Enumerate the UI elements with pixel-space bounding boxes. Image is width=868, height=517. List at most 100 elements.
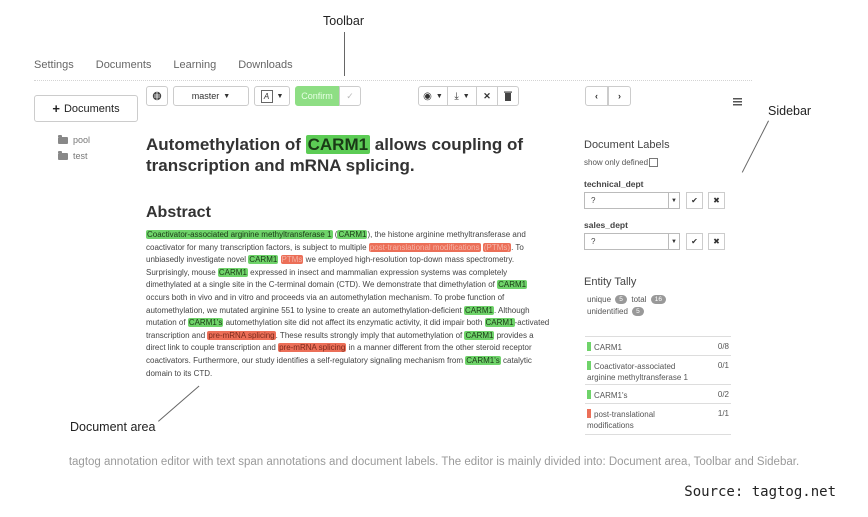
entity-annotation[interactable]: CARM1's: [187, 318, 224, 328]
folder-label: pool: [73, 135, 91, 145]
sidebar-callout: Sidebar: [768, 104, 812, 118]
sales-dept-confirm-button[interactable]: ✔: [686, 233, 703, 250]
sidebar-callout-line: [741, 120, 769, 173]
unidentified-badge: 5: [632, 307, 644, 317]
tally-count: 1/1: [717, 409, 729, 418]
unique-label: unique: [587, 295, 612, 304]
download-icon: ⤓: [454, 90, 459, 102]
next-document-button[interactable]: ›: [608, 86, 631, 106]
show-only-defined-label: show only defined: [584, 158, 649, 167]
title-text: allows coupling of transcription and mRN…: [146, 135, 524, 175]
sidebar-toggle-button[interactable]: [733, 93, 742, 111]
show-only-defined[interactable]: show only defined: [584, 158, 659, 167]
list-icon: [733, 98, 742, 106]
entity-annotation[interactable]: PTMs: [280, 255, 304, 265]
entity-annotation[interactable]: CARM1: [497, 280, 528, 290]
abstract-text-segment: catalytic domain to its CTD.: [146, 355, 532, 378]
tally-entity-name: Coactivator-associated arginine methyltr…: [587, 361, 699, 383]
caret-down-icon: ▼: [223, 92, 231, 100]
branch-select[interactable]: master ▼: [173, 86, 249, 106]
entity-annotation[interactable]: CARM1: [484, 318, 515, 328]
tally-stats-row: unique 5 total 16: [587, 295, 666, 305]
add-documents-button[interactable]: + Documents: [34, 95, 138, 122]
show-only-defined-checkbox[interactable]: [649, 158, 659, 167]
abstract-text-segment: . These results strongly imply that auto…: [275, 330, 465, 340]
nav-downloads[interactable]: Downloads: [238, 59, 293, 71]
tally-name-text: CARM1's: [594, 391, 628, 400]
tally-row[interactable]: CARM1 0/8: [585, 336, 731, 356]
total-label: total: [631, 295, 647, 304]
trash-icon: [504, 91, 512, 101]
tally-entity-name: CARM1's: [587, 390, 699, 401]
tally-entity-name: CARM1: [587, 342, 699, 353]
entity-color-swatch: [587, 390, 591, 399]
tally-row[interactable]: Coactivator-associated arginine methyltr…: [585, 355, 731, 385]
confirm-button[interactable]: Confirm: [295, 86, 339, 106]
download-button[interactable]: ⤓ ▼: [447, 86, 477, 106]
folder-item-test[interactable]: test: [58, 150, 88, 161]
label-name-technical-dept: technical_dept: [584, 179, 644, 189]
figure-caption: tagtog annotation editor with text span …: [68, 456, 800, 468]
close-icon: ✕: [483, 90, 491, 101]
entity-annotation[interactable]: CARM1: [248, 255, 279, 265]
folder-icon: [58, 150, 68, 160]
nav-settings[interactable]: Settings: [34, 59, 74, 71]
technical-dept-select[interactable]: ? ▼: [584, 192, 680, 209]
tally-row[interactable]: CARM1's 0/2: [585, 384, 731, 404]
top-nav: Settings Documents Learning Downloads: [34, 59, 293, 71]
chevron-right-icon: ›: [618, 91, 621, 101]
check-icon: ✔: [691, 237, 698, 246]
label-name-sales-dept: sales_dept: [584, 220, 628, 230]
document-area-callout: Document area: [70, 420, 156, 434]
technical-dept-confirm-button[interactable]: ✔: [686, 192, 703, 209]
chevron-down-icon: ▼: [668, 234, 679, 249]
annotation-mode-button[interactable]: A ▼: [254, 86, 290, 106]
delete-button[interactable]: [497, 86, 519, 106]
sales-dept-clear-button[interactable]: ✖: [708, 233, 725, 250]
abstract-text-segment: ), the histone arginine methyltransferas…: [146, 230, 526, 252]
caret-down-icon: ▼: [435, 92, 443, 100]
source-credit: Source: tagtog.net: [684, 484, 836, 500]
annotate-icon: A: [260, 89, 273, 103]
entity-annotation[interactable]: CARM1: [464, 330, 495, 340]
entity-annotation[interactable]: CARM1: [217, 267, 248, 277]
entity-annotation[interactable]: post-translational modifications: [368, 242, 481, 252]
sales-dept-value: ?: [591, 237, 596, 246]
view-options-button[interactable]: ◉ ▼: [418, 86, 448, 106]
abstract-text-segment: . To unbiasedly investigate novel: [146, 242, 524, 265]
entity-annotation[interactable]: CARM1: [337, 230, 368, 239]
close-button[interactable]: ✕: [476, 86, 498, 106]
abstract-text-segment: (: [332, 230, 338, 239]
chevron-left-icon: ‹: [595, 91, 598, 101]
entity-tally-list: CARM1 0/8 Coactivator-associated arginin…: [585, 336, 731, 436]
entity-annotation[interactable]: pre-mRNA splicing: [278, 343, 347, 353]
abstract-text-segment: expressed in insect and mammalian expres…: [146, 267, 508, 290]
entity-annotation[interactable]: CARM1's: [465, 355, 501, 365]
tally-name-text: Coactivator-associated arginine methyltr…: [587, 362, 688, 382]
confirm-check-button[interactable]: ✓: [339, 86, 361, 106]
tally-entity-name: post-translational modifications: [587, 409, 699, 431]
tally-row[interactable]: post-translational modifications 1/1: [585, 403, 731, 435]
check-icon: ✔: [691, 196, 698, 205]
title-entity[interactable]: CARM1: [305, 135, 371, 154]
entity-annotation[interactable]: pre-mRNA splicing: [207, 330, 276, 340]
globe-button[interactable]: [146, 86, 168, 106]
chevron-down-icon: ▼: [668, 193, 679, 208]
prev-document-button[interactable]: ‹: [585, 86, 608, 106]
technical-dept-value: ?: [591, 196, 596, 205]
toolbar-callout: Toolbar: [323, 14, 364, 28]
technical-dept-clear-button[interactable]: ✖: [708, 192, 725, 209]
entity-annotation[interactable]: CARM1: [463, 305, 494, 315]
tally-name-text: CARM1: [594, 343, 623, 352]
check-icon: ✓: [346, 90, 354, 101]
sales-dept-select[interactable]: ? ▼: [584, 233, 680, 250]
nav-learning[interactable]: Learning: [173, 59, 217, 71]
entity-annotation[interactable]: Coactivator-associated arginine methyltr…: [146, 230, 333, 239]
total-badge: 16: [650, 295, 666, 305]
abstract-text: Coactivator-associated arginine methyltr…: [146, 229, 551, 380]
nav-documents[interactable]: Documents: [95, 59, 152, 71]
entity-annotation[interactable]: (PTMs): [482, 242, 512, 252]
entity-tally-heading: Entity Tally: [584, 276, 637, 288]
abstract-text-segment: occurs both in vivo and in vitro and pro…: [146, 292, 505, 315]
folder-item-pool[interactable]: pool: [58, 134, 91, 145]
